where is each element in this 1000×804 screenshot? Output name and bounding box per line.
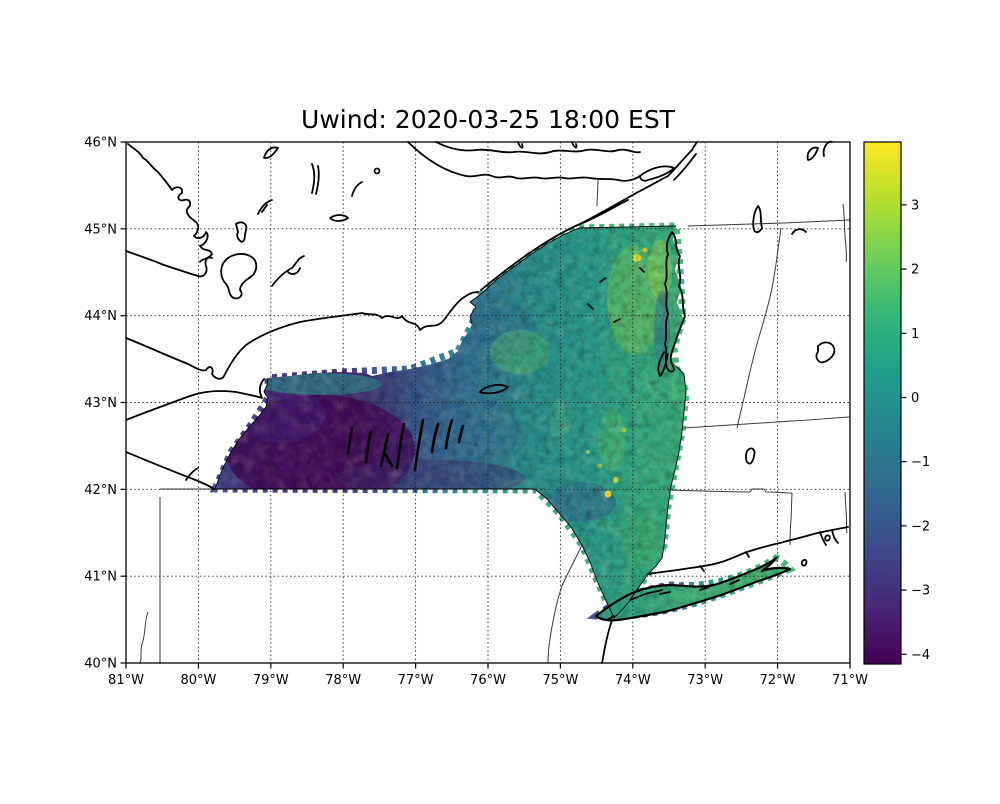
- state-borders: [139, 179, 851, 664]
- x-tick-label: 80°W: [180, 673, 216, 688]
- x-tick-label: 74°W: [615, 673, 651, 688]
- x-tick-label: 77°W: [398, 673, 434, 688]
- y-tick-label: 40°N: [84, 657, 117, 672]
- x-axis-labels: 81°W 80°W 79°W 78°W 77°W 76°W 75°W 74°W …: [108, 673, 868, 688]
- x-tick-label: 75°W: [542, 673, 578, 688]
- colorbar-tick-label: −4: [911, 648, 930, 663]
- ny-heatmap: [209, 222, 796, 625]
- y-tick-label: 42°N: [84, 483, 117, 498]
- y-tick-label: 41°N: [84, 570, 117, 585]
- gridlines: [126, 142, 850, 663]
- finger-lakes: [346, 267, 645, 472]
- y-tick-label: 45°N: [84, 222, 117, 237]
- x-tick-label: 76°W: [470, 673, 506, 688]
- x-tick-label: 72°W: [760, 673, 796, 688]
- colorbar-tick-label: −1: [911, 455, 930, 470]
- colorbar-tick-label: −3: [911, 584, 930, 599]
- colorbar-tick-label: 3: [911, 198, 919, 213]
- colorbar-labels: 3 2 1 0 −1 −2 −3 −4: [911, 198, 930, 662]
- y-tick-label: 43°N: [84, 396, 117, 411]
- colorbar-tick-label: 0: [911, 391, 919, 406]
- x-tick-label: 79°W: [253, 673, 289, 688]
- plot-title: Uwind: 2020-03-25 18:00 EST: [301, 105, 676, 134]
- y-tick-label: 46°N: [84, 136, 117, 151]
- y-tick-label: 44°N: [84, 309, 117, 324]
- colorbar-tick-label: 2: [911, 263, 919, 278]
- x-tick-label: 73°W: [687, 673, 723, 688]
- colorbar: 3 2 1 0 −1 −2 −3 −4: [863, 141, 930, 665]
- colorbar-ticks: [901, 204, 907, 655]
- colorbar-gradient: [863, 141, 902, 665]
- x-tick-label: 78°W: [325, 673, 361, 688]
- coastlines: [125, 140, 849, 664]
- colorbar-tick-label: 1: [911, 327, 919, 342]
- ny-state-border: [214, 225, 687, 619]
- x-tick-label: 81°W: [108, 673, 144, 688]
- colorbar-tick-label: −2: [911, 519, 930, 534]
- y-axis-labels: 46°N 45°N 44°N 43°N 42°N 41°N 40°N: [84, 136, 117, 672]
- axis-ticks: [120, 141, 851, 669]
- x-tick-label: 71°W: [832, 673, 868, 688]
